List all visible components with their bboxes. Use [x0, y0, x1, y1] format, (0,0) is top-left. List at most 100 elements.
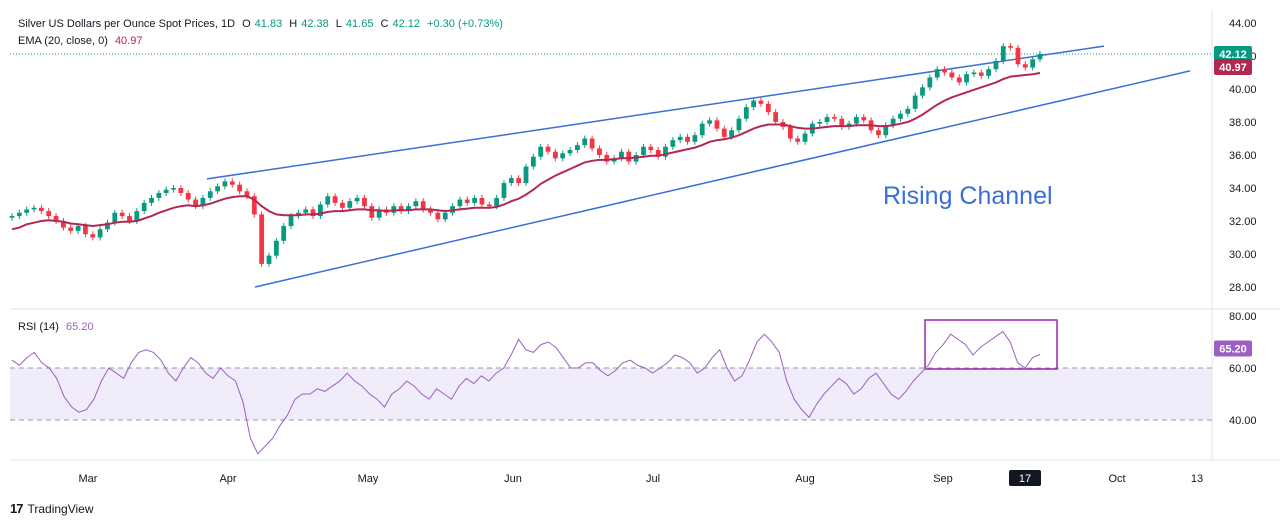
candle-body	[428, 209, 433, 213]
tradingview-brand: TradingView	[27, 501, 94, 516]
rsi-line	[11, 330, 1041, 455]
candle-body	[890, 118, 896, 126]
candle-body	[156, 192, 162, 198]
price-tick-label: 40.00	[1229, 84, 1257, 96]
candle-body	[619, 151, 624, 159]
candle-body	[905, 108, 911, 114]
candle-body	[699, 123, 705, 136]
candle-body	[406, 206, 411, 212]
candle-body	[105, 222, 110, 230]
candle-body	[251, 196, 257, 215]
candle-body	[567, 150, 573, 154]
candle-body	[854, 117, 859, 124]
candle-body	[266, 255, 272, 264]
candle-body	[178, 188, 184, 193]
candle-body	[920, 87, 925, 96]
candle-body	[545, 146, 551, 152]
candle-body	[340, 202, 345, 208]
candle-body	[721, 128, 727, 137]
time-tick-label: Oct	[1108, 473, 1125, 485]
rsi-value: 65.20	[66, 321, 94, 333]
current-date-marker	[1009, 470, 1041, 486]
candle-body	[442, 212, 448, 220]
tradingview-footer[interactable]: 17 TradingView	[10, 501, 94, 516]
low-value: 41.65	[345, 18, 374, 30]
change-value: +0.30 (+0.73%)	[427, 18, 503, 30]
candle-body	[824, 117, 830, 122]
candle-body	[420, 201, 426, 210]
ema-label: EMA (20, close, 0)	[18, 35, 108, 47]
candle-body	[978, 72, 984, 76]
candle-body	[787, 126, 793, 139]
candle-body	[817, 122, 823, 124]
candle-body	[472, 197, 477, 203]
candle-body	[237, 184, 243, 192]
candle-body	[956, 77, 962, 83]
candle-body	[773, 112, 779, 122]
high-label: H	[289, 18, 298, 30]
candle-body	[582, 138, 588, 146]
candle-body	[222, 181, 228, 187]
rsi-path	[11, 330, 1041, 455]
candle-body	[692, 135, 698, 142]
high-value: 42.38	[301, 18, 329, 30]
last-price-label-bg	[1214, 46, 1252, 63]
candle-body	[185, 192, 191, 200]
candle-body	[530, 156, 536, 167]
candle-body	[641, 146, 646, 155]
candle-body	[604, 155, 610, 162]
candle-body	[193, 199, 198, 207]
candle-body	[362, 197, 367, 207]
ema-line	[11, 72, 1041, 231]
rsi-tick-label: 80.00	[1229, 311, 1257, 323]
candle-body	[707, 120, 712, 124]
candle-body	[16, 212, 22, 217]
candle-body	[134, 211, 140, 221]
candle-body	[229, 181, 235, 185]
candle-body	[575, 145, 580, 151]
candle-body	[589, 138, 595, 149]
candle-body	[912, 95, 918, 109]
price-tick-label: 30.00	[1229, 249, 1257, 261]
candle-body	[486, 204, 492, 207]
open-label: O	[242, 18, 251, 30]
candle-body	[97, 229, 103, 238]
candle-body	[149, 197, 154, 203]
candle-body	[1030, 59, 1036, 68]
candle-body	[648, 146, 654, 151]
candle-body	[171, 188, 176, 190]
candle-body	[281, 225, 287, 241]
candle-body	[677, 136, 683, 141]
candle-body	[758, 100, 764, 104]
rsi-label: RSI (14)	[18, 321, 59, 333]
price-tick-label: 34.00	[1229, 183, 1257, 195]
candle-body	[413, 201, 419, 207]
candle-body	[523, 166, 529, 184]
candle-body	[1037, 54, 1043, 60]
last-price-label: 42.12	[1219, 49, 1247, 61]
channel-lower-line	[254, 70, 1191, 288]
candle-body	[68, 227, 74, 231]
time-tick-label: Mar	[79, 473, 98, 485]
candle-body	[163, 189, 169, 193]
ema-price-label: 40.97	[1219, 62, 1247, 74]
channel-upper-line	[206, 45, 1105, 180]
candle-body	[354, 197, 360, 202]
close-value: 42.12	[392, 18, 420, 30]
candle-body	[670, 140, 676, 147]
candle-body	[310, 209, 316, 217]
candle-body	[1015, 47, 1021, 65]
time-tick-label: Aug	[795, 473, 815, 485]
candle-body	[207, 191, 213, 198]
candle-body	[832, 117, 837, 119]
time-tick-label: Jul	[646, 473, 660, 485]
candle-body	[61, 221, 66, 228]
candle-body	[743, 107, 749, 119]
candle-body	[560, 153, 566, 159]
candle-body	[398, 206, 404, 212]
candle-body	[494, 197, 500, 207]
rsi-value-label: 65.20	[1219, 343, 1247, 355]
candle-body	[24, 209, 30, 213]
candle-body	[729, 130, 734, 137]
